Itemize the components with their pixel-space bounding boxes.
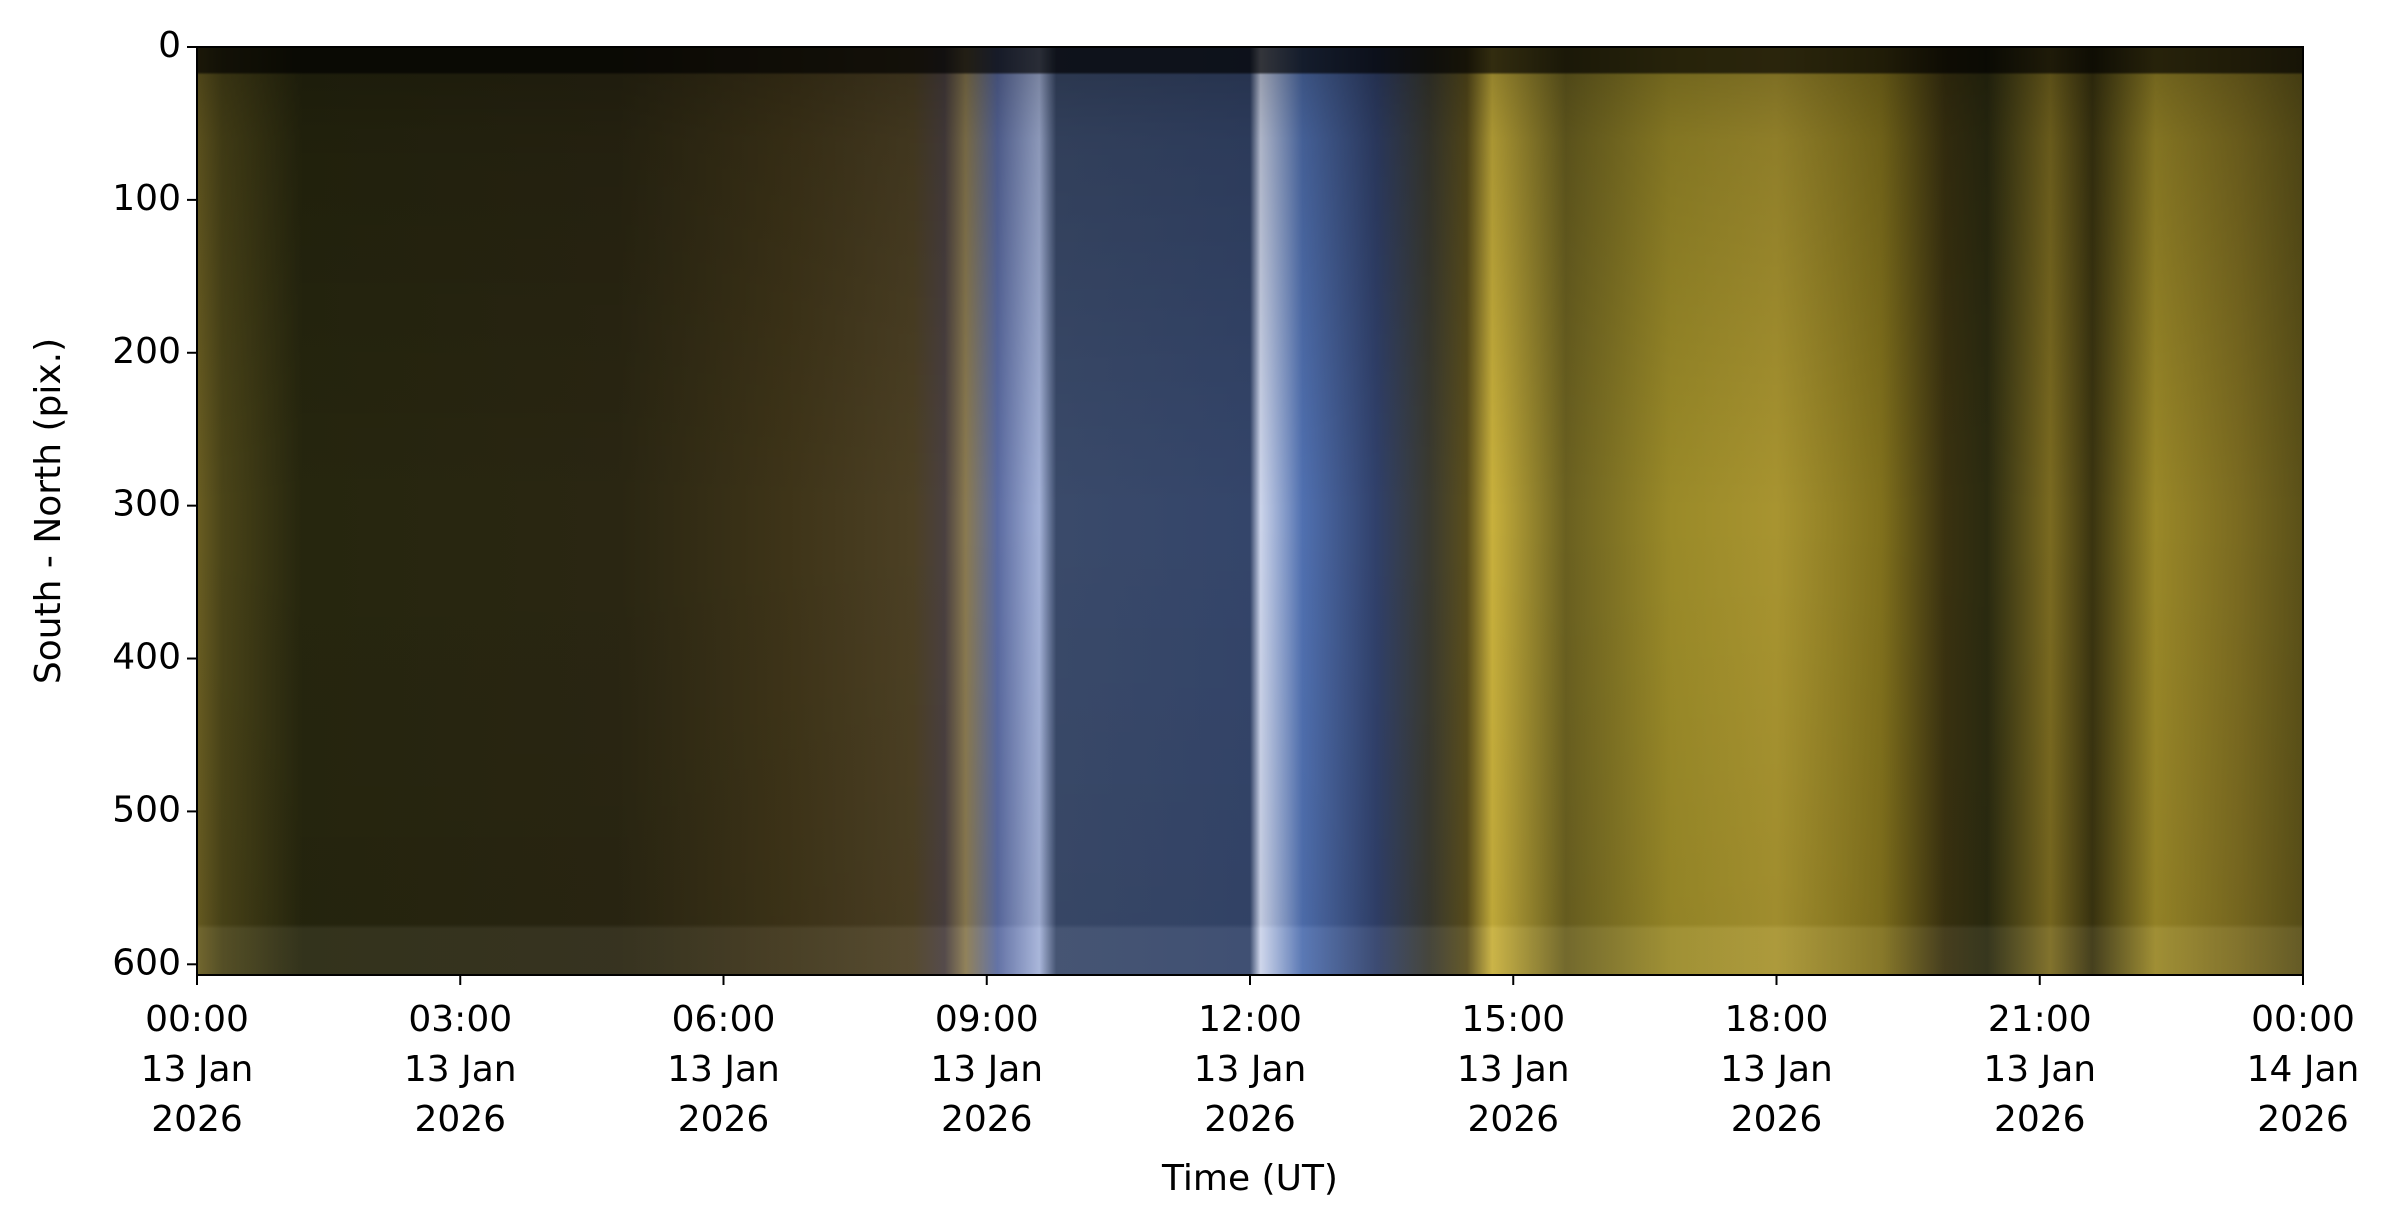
y-tick-label: 300 bbox=[112, 484, 181, 525]
x-tick-label: 15:00 13 Jan 2026 bbox=[1457, 999, 1570, 1140]
y-tick-label: 400 bbox=[112, 637, 181, 678]
x-tick-label: 21:00 13 Jan 2026 bbox=[1983, 999, 2096, 1140]
y-tick-label: 600 bbox=[112, 942, 181, 983]
y-tick-label: 500 bbox=[112, 789, 181, 830]
x-tick-label: 18:00 13 Jan 2026 bbox=[1720, 999, 1833, 1140]
x-tick-label: 06:00 13 Jan 2026 bbox=[667, 999, 780, 1140]
y-tick-label: 200 bbox=[112, 331, 181, 372]
y-tick-label: 100 bbox=[112, 178, 181, 219]
keogram-shading bbox=[197, 47, 2303, 975]
x-tick-label: 03:00 13 Jan 2026 bbox=[404, 999, 517, 1140]
x-tick-label: 00:00 13 Jan 2026 bbox=[141, 999, 254, 1140]
x-tick-label: 12:00 13 Jan 2026 bbox=[1194, 999, 1307, 1140]
y-axis-title: South - North (pix.) bbox=[28, 338, 69, 684]
plot-area bbox=[196, 46, 2304, 976]
x-tick-label: 09:00 13 Jan 2026 bbox=[930, 999, 1043, 1140]
y-tick-label: 0 bbox=[158, 25, 181, 66]
x-axis-title: Time (UT) bbox=[1161, 1158, 1338, 1199]
x-tick-label: 00:00 14 Jan 2026 bbox=[2247, 999, 2360, 1140]
